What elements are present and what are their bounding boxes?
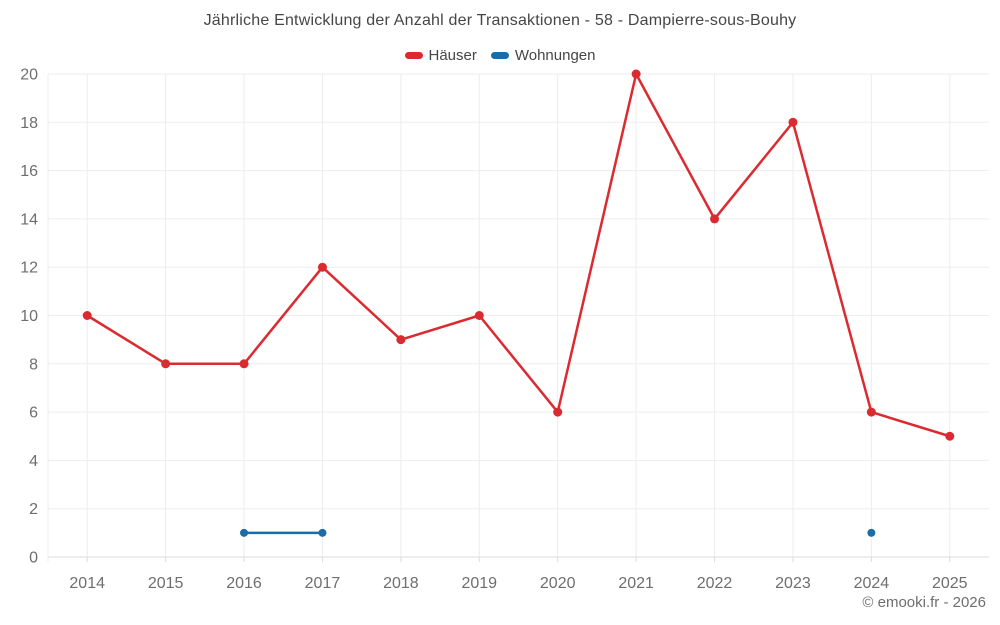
x-tick-label: 2024 [854, 575, 890, 592]
x-tick-label: 2015 [148, 575, 184, 592]
h-user-line [85, 72, 952, 438]
legend-label-wohnungen: Wohnungen [514, 47, 596, 64]
y-tick-label: 16 [20, 163, 38, 180]
x-tick-label: 2025 [932, 575, 968, 592]
y-tick-label: 14 [20, 211, 38, 228]
h-user-data-point[interactable] [945, 431, 955, 441]
x-tick-label: 2021 [618, 575, 654, 592]
wohnungen-data-point[interactable] [867, 528, 876, 537]
legend-label-hauser: Häuser [428, 47, 477, 64]
y-tick-label: 4 [29, 453, 38, 470]
h-user-data-point[interactable] [788, 117, 798, 127]
y-tick-label: 6 [29, 405, 38, 422]
wohnungen-data-point[interactable] [318, 528, 327, 537]
h-user-data-point[interactable] [710, 214, 720, 224]
y-tick-label: 20 [20, 67, 38, 84]
hauser-swatch-icon [404, 52, 423, 59]
h-user-data-point[interactable] [474, 311, 484, 320]
x-tick-label: 2018 [383, 575, 419, 592]
wohnungen-data-point[interactable] [240, 528, 249, 537]
wohnungen-swatch-icon [490, 52, 509, 59]
h-user-data-point[interactable] [161, 359, 171, 369]
h-user-data-point[interactable] [553, 407, 563, 417]
h-user-data-point[interactable] [82, 311, 92, 320]
y-tick-label: 2 [29, 501, 38, 518]
h-user-data-point[interactable] [396, 335, 406, 345]
legend: Häuser Wohnungen [0, 47, 1000, 64]
y-tick-label: 18 [20, 115, 38, 132]
x-tick-label: 2019 [461, 575, 497, 592]
y-tick-label: 12 [20, 260, 38, 277]
x-tick-label: 2016 [226, 575, 262, 592]
copyright: © emooki.fr - 2026 [862, 594, 986, 611]
h-user-data-point[interactable] [239, 359, 249, 369]
x-tick-label: 2022 [697, 575, 733, 592]
y-tick-label: 10 [20, 308, 38, 325]
x-tick-label: 2020 [540, 575, 576, 592]
h-user-data-point[interactable] [317, 262, 327, 272]
chart-title: Jährliche Entwicklung der Anzahl der Tra… [203, 12, 797, 29]
x-tick-label: 2014 [69, 575, 105, 592]
x-tick-label: 2017 [305, 575, 341, 592]
legend-item-wohnungen[interactable]: Wohnungen [490, 47, 596, 64]
y-tick-label: 8 [29, 356, 38, 373]
x-tick-label: 2023 [775, 575, 811, 592]
h-user-data-point[interactable] [866, 407, 876, 417]
h-user-data-point[interactable] [631, 69, 641, 79]
y-tick-label: 0 [29, 550, 38, 567]
legend-item-hauser[interactable]: Häuser [404, 47, 477, 64]
